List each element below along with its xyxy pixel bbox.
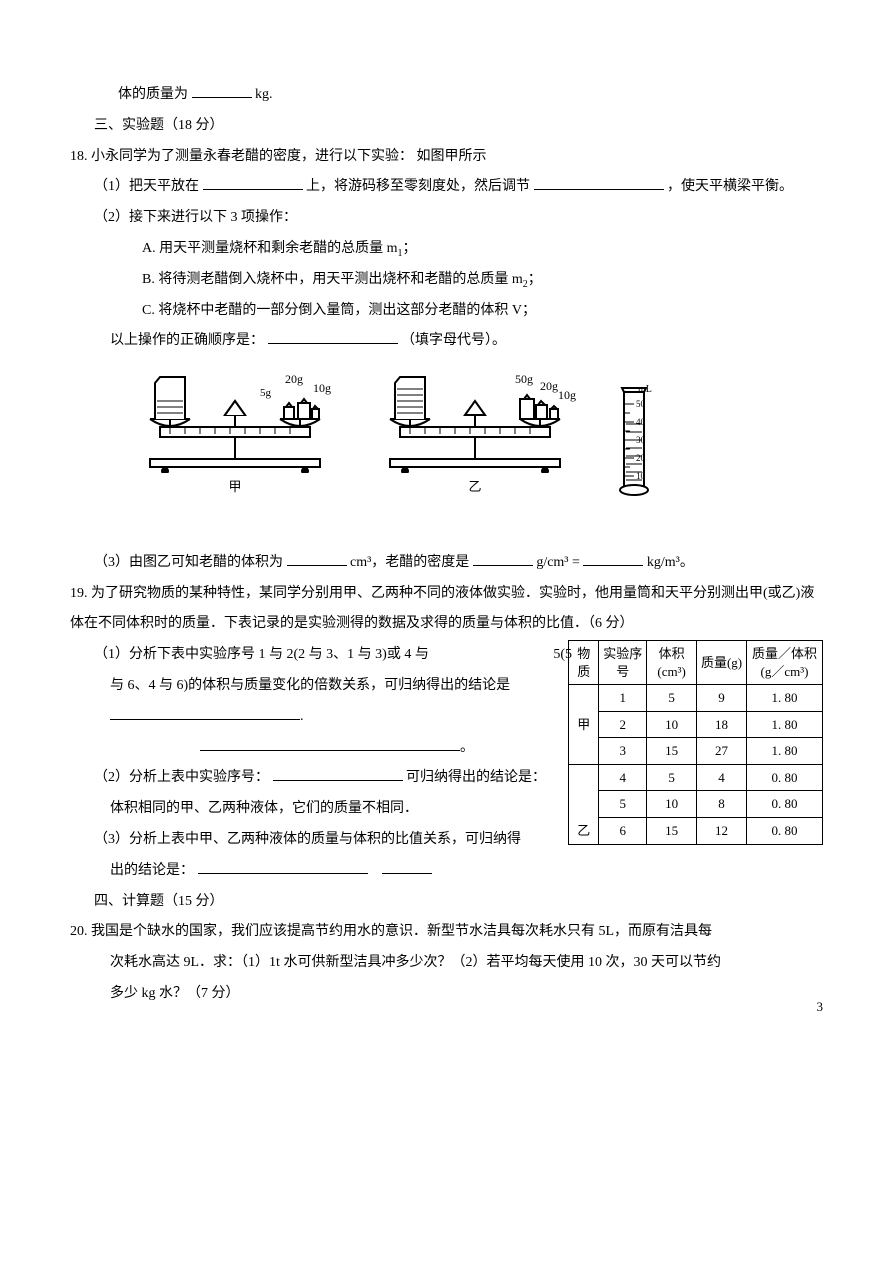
- cyl-t10: 10: [636, 471, 646, 481]
- q18-3a: （3）由图乙可知老醋的体积为: [94, 555, 283, 570]
- q19-3-blank2[interactable]: [382, 859, 432, 874]
- q17-cont-text: 体的质量为: [118, 87, 188, 102]
- q20-l1: 20. 我国是个缺水的国家，我们应该提高节约用水的意识．新型节水洁具每次耗水只有…: [70, 917, 823, 948]
- q18-3-blank3[interactable]: [583, 551, 643, 566]
- q18-2: （2）接下来进行以下 3 项操作：: [70, 203, 823, 234]
- balance-jia-svg: 5g 20g 10g: [130, 363, 340, 473]
- q18-order-blank[interactable]: [268, 329, 398, 344]
- q19-2c: 体积相同的甲、乙两种液体，它们的质量不相同．: [70, 794, 578, 825]
- cyl-t20: 20: [636, 453, 646, 463]
- table-row: 210181. 80: [569, 711, 823, 738]
- figure-yi-label: 乙: [370, 473, 580, 502]
- table-row: 615120. 80: [569, 817, 823, 844]
- q19-stem: 19. 为了研究物质的某种特性，某同学分别用甲、乙两种不同的液体做实验．实验时，…: [70, 579, 823, 641]
- q18-3-blank1[interactable]: [287, 551, 347, 566]
- group-yi: 乙: [569, 764, 599, 844]
- table-row: 315271. 80: [569, 738, 823, 765]
- balance-yi-svg: 50g 20g 10g: [370, 363, 580, 473]
- figure-jia-label: 甲: [130, 473, 340, 502]
- section-3-title: 三、实验题（18 分）: [70, 111, 823, 142]
- cyl-unit: mL: [638, 384, 652, 395]
- jia-w1: 5g: [260, 387, 272, 399]
- q18-order-a: 以上操作的正确顺序是：: [110, 333, 264, 348]
- jia-w3: 10g: [313, 381, 331, 395]
- figure-yi: 50g 20g 10g 乙: [370, 363, 580, 502]
- q20-l2: 次耗水高达 9L．求：（1）1t 水可供新型洁具冲多少次？（2）若平均每天使用 …: [70, 948, 823, 979]
- q17-blank[interactable]: [192, 83, 252, 98]
- yi-w1: 50g: [515, 372, 533, 386]
- q18-1c: ，使天平横梁平衡。: [667, 179, 793, 194]
- q19-2a: （2）分析上表中实验序号：: [94, 770, 269, 785]
- q18-B: B. 将待测老醋倒入烧杯中，用天平测出烧杯和老醋的总质量 m: [142, 272, 523, 287]
- q19-2b: 可归纳得出的结论是：: [406, 770, 546, 785]
- q18-stem: 18. 小永同学为了测量永春老醋的密度，进行以下实验： 如图甲所示: [70, 142, 823, 173]
- section-4-title: 四、计算题（15 分）: [70, 887, 823, 918]
- cylinder-svg: mL 50 40 30 20 10: [610, 382, 658, 502]
- q18-1b: 上，将游码移至零刻度处，然后调节: [306, 179, 530, 194]
- q18-3c: g/cm³ =: [536, 555, 580, 570]
- q18-figure-row: 5g 20g 10g 甲: [70, 363, 823, 502]
- q18-3d: kg/m³。: [647, 555, 694, 570]
- q18-1a: （1）把天平放在: [94, 179, 199, 194]
- q19-1-end: 。: [460, 740, 474, 755]
- th-ratio: 质量／体积(g／cm³): [746, 641, 822, 685]
- th-mass: 质量(g): [697, 641, 747, 685]
- th-substance: 物质: [569, 641, 599, 685]
- q19-1a: （1）分析下表中实验序号 1 与 2(2 与 3、1 与 3)或 4 与: [94, 647, 429, 662]
- table-row: 乙 4540. 80: [569, 764, 823, 791]
- q18-3b: cm³，老醋的密度是: [350, 555, 469, 570]
- q19-1-blank1[interactable]: [110, 705, 300, 720]
- table-row: 51080. 80: [569, 791, 823, 818]
- q18-A: A. 用天平测量烧杯和剩余老醋的总质量 m: [142, 241, 398, 256]
- table-row: 甲 1591. 80: [569, 685, 823, 712]
- yi-w2: 20g: [540, 379, 558, 393]
- q18-3-blank2[interactable]: [473, 551, 533, 566]
- figure-jia: 5g 20g 10g 甲: [130, 363, 340, 502]
- q19-1b: 与 6、4 与 6)的体积与质量变化的倍数关系，可归纳得出的结论是: [70, 671, 578, 702]
- q19-table: 物质 实验序号 体积(cm³) 质量(g) 质量／体积(g／cm³) 甲 159…: [568, 640, 823, 844]
- th-seq: 实验序号: [599, 641, 647, 685]
- figure-cylinder: mL 50 40 30 20 10: [610, 382, 658, 502]
- q18-order-b: （填字母代号）。: [401, 333, 506, 348]
- cyl-t30: 30: [636, 435, 646, 445]
- q18-B-end: ；: [528, 272, 542, 287]
- q20-l3: 多少 kg 水？（7 分）: [70, 979, 823, 1010]
- q19-3b: 出的结论是：: [110, 863, 194, 878]
- q18-blank-1a[interactable]: [203, 175, 303, 190]
- jia-w2: 20g: [285, 372, 303, 386]
- cyl-t50: 50: [636, 399, 646, 409]
- q19-3a: （3）分析上表中甲、乙两种液体的质量与体积的比值关系，可归纳得: [70, 825, 578, 856]
- q17-cont-unit: kg.: [255, 87, 273, 102]
- q18-blank-1b[interactable]: [534, 175, 664, 190]
- q18-C: C. 将烧杯中老醋的一部分倒入量筒，测出这部分老醋的体积 V；: [70, 296, 823, 327]
- q18-A-end: ；: [403, 241, 417, 256]
- q19-2-blank[interactable]: [273, 766, 403, 781]
- yi-w3: 10g: [558, 388, 576, 402]
- cyl-t40: 40: [636, 417, 646, 427]
- q19-1-blank2[interactable]: [200, 736, 460, 751]
- page-number: 3: [817, 993, 824, 1022]
- group-jia: 甲: [569, 685, 599, 765]
- q19-3-blank1[interactable]: [198, 859, 368, 874]
- th-vol: 体积(cm³): [647, 641, 697, 685]
